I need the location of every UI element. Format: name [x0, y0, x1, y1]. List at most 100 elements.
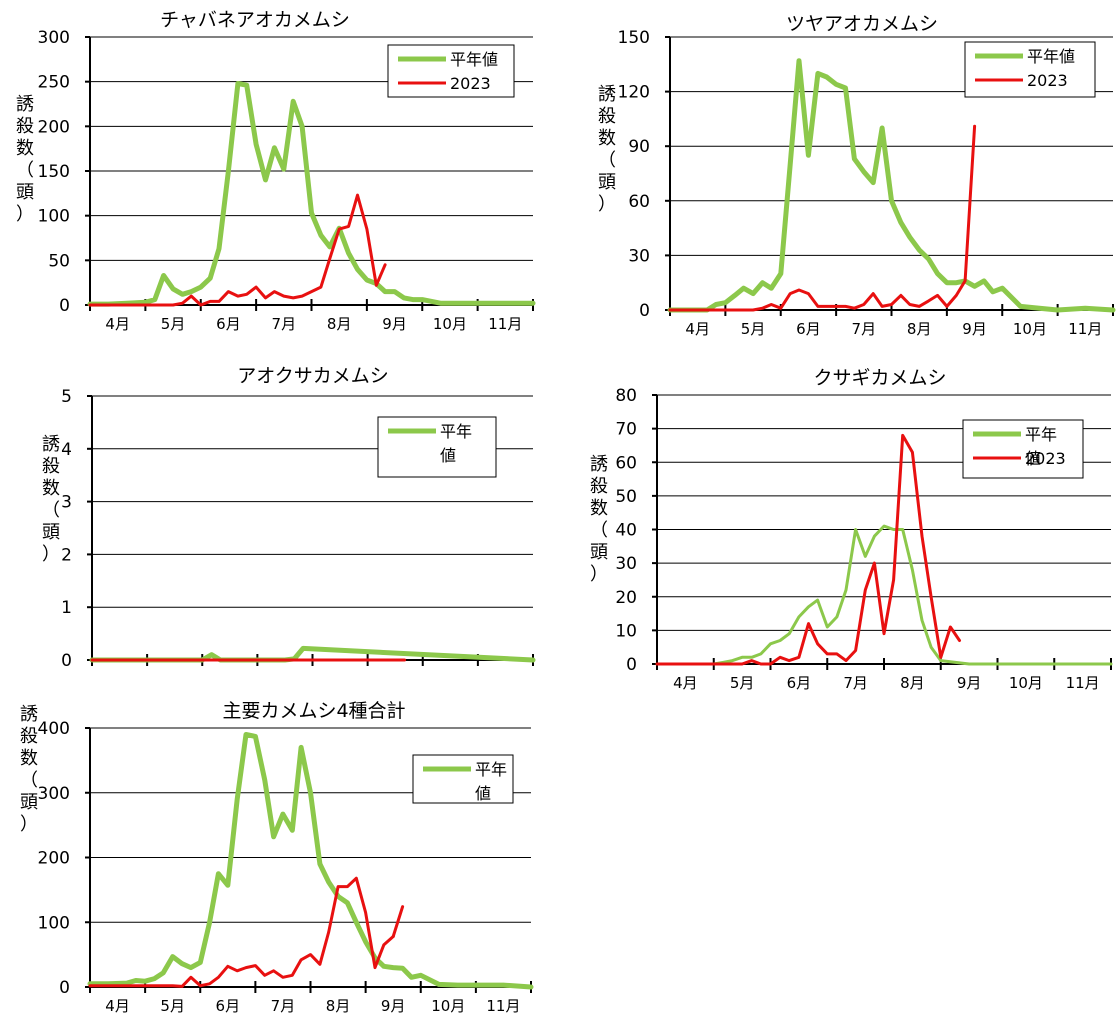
x-tick-label: 5月: [161, 315, 186, 333]
y-tick-label: 30: [628, 246, 650, 266]
series-line-2: [88, 876, 395, 988]
x-tick-label: 11月: [488, 315, 522, 333]
y-tick-label: 30: [615, 554, 637, 574]
y-tick-label: 10: [615, 621, 637, 641]
y-tick-label: 150: [38, 162, 70, 182]
y-tick-label: 200: [38, 117, 70, 137]
y-tick-label: 0: [639, 301, 650, 321]
y-tick-label: 150: [618, 28, 650, 48]
chart-4: クサギカメムシ 0 10 20 30 40 50 60 70 80 4月 5月 6月 7月 8月 9月 10月 1…: [590, 367, 1113, 692]
x-tick-label: 7月: [271, 997, 296, 1015]
y-tick-label: 60: [628, 192, 650, 212]
legend-label: 2023: [1027, 71, 1068, 90]
x-tick-label: 10月: [431, 997, 465, 1015]
y-tick-label: 50: [615, 487, 637, 507]
legend-box: [412, 754, 514, 804]
y-tick-label: 40: [615, 521, 637, 541]
x-tick-label: 4月: [105, 997, 130, 1015]
x-tick-label: 9月: [381, 997, 406, 1015]
legend-label: 2023: [1025, 449, 1066, 468]
x-tick-label: 11月: [1068, 320, 1102, 338]
legend-box: [962, 419, 1084, 479]
y-tick-label: 200: [38, 849, 70, 869]
x-tick-label: 4月: [685, 320, 710, 338]
chart-title: ツヤアオカメムシ: [786, 13, 938, 35]
y-tick-label: 0: [59, 978, 70, 998]
x-tick-label: 8月: [326, 997, 351, 1015]
y-tick-label: 0: [59, 296, 70, 316]
chart-5: 主要カメムシ4種合計 0 100 200 300 400 4月 5月 6月 7月 8月 9月 10月 11…: [20, 700, 534, 1015]
x-tick-label: 8月: [900, 674, 925, 692]
y-tick-label: 50: [48, 251, 70, 271]
y-tick-label: 90: [628, 137, 650, 157]
y-tick-label: 60: [615, 453, 637, 473]
x-tick-label: 5月: [730, 674, 755, 692]
x-tick-label: 10月: [1009, 674, 1043, 692]
legend-box: [964, 41, 1096, 98]
x-tick-label: 6月: [787, 674, 812, 692]
y-tick-label: 80: [615, 386, 637, 406]
y-tick-label: 120: [618, 83, 650, 103]
y-tick-label: 2: [61, 545, 72, 565]
y-tick-label: 20: [615, 588, 637, 608]
y-tick-label: 100: [38, 913, 70, 933]
y-axis-label: 誘殺数（頭）: [16, 94, 34, 225]
chart-title: クサギカメムシ: [813, 367, 946, 389]
x-tick-label: 6月: [216, 997, 241, 1015]
x-tick-label: 11月: [1066, 674, 1100, 692]
chart-1: チャバネアオカメムシ 0 50 100 150 200 250 300 4月 5月 6月 7月 8月 9月…: [16, 9, 536, 333]
x-tick-label: 11月: [486, 997, 520, 1015]
x-tick-label: 6月: [216, 315, 241, 333]
x-tick-label: 4月: [673, 674, 698, 692]
x-tick-label: 7月: [852, 320, 877, 338]
y-axis-label: 誘殺数（頭）: [20, 704, 38, 835]
legend-label: 2023: [450, 74, 491, 93]
series-line-3: [391, 905, 405, 938]
x-tick-label: 10月: [433, 315, 467, 333]
x-tick-label: 9月: [962, 320, 987, 338]
y-axis-label: 誘殺数（頭）: [42, 434, 60, 565]
y-tick-label: 400: [38, 719, 70, 739]
x-tick-label: 5月: [160, 997, 185, 1015]
series-line-1: [87, 81, 536, 307]
x-tick-label: 7月: [272, 315, 297, 333]
x-tick-label: 7月: [843, 674, 868, 692]
series-line-1: [87, 732, 534, 990]
series-line-2: [668, 124, 977, 312]
x-tick-label: 4月: [105, 315, 130, 333]
y-tick-label: 250: [38, 73, 70, 93]
series-line-1: [655, 524, 1113, 666]
y-tick-label: 3: [61, 493, 72, 513]
legend-label: 平年値: [1027, 47, 1075, 66]
series-line-2: [655, 433, 961, 666]
y-tick-label: 1: [61, 598, 72, 618]
x-tick-label: 8月: [907, 320, 932, 338]
x-tick-label: 10月: [1013, 320, 1047, 338]
chart-2: ツヤアオカメムシ 0 30 60 90 120 150 4月 5月 6月 7月 8月 9月 10月 11月 誘…: [598, 13, 1116, 338]
x-tick-label: 6月: [796, 320, 821, 338]
y-tick-label: 100: [38, 207, 70, 227]
y-tick-label: 0: [626, 655, 637, 675]
x-tick-label: 5月: [741, 320, 766, 338]
chart-title: アオクサカメムシ: [237, 365, 389, 387]
y-tick-label: 5: [61, 387, 72, 407]
chart-title: 主要カメムシ4種合計: [222, 700, 405, 722]
series-line-2: [88, 193, 387, 307]
series-line-1: [667, 58, 1116, 313]
y-tick-label: 0: [61, 651, 72, 671]
y-axis-label: 誘殺数（頭）: [590, 454, 608, 585]
legend-box: [387, 44, 515, 98]
chart-3: アオクサカメムシ 0 1 2 3 4 5 誘殺数（頭） 平年値: [42, 365, 536, 671]
y-tick-label: 300: [38, 784, 70, 804]
legend-label: 平年値: [1025, 425, 1057, 468]
y-tick-label: 4: [61, 440, 72, 460]
y-tick-label: 70: [615, 420, 637, 440]
chart-title: チャバネアオカメムシ: [160, 9, 350, 31]
legend-label: 平年値: [475, 760, 507, 803]
legend-label: 平年値: [450, 50, 498, 69]
legend-label: 平年値: [440, 422, 472, 465]
y-tick-label: 300: [38, 28, 70, 48]
legend-box: [377, 416, 497, 478]
x-tick-label: 9月: [382, 315, 407, 333]
